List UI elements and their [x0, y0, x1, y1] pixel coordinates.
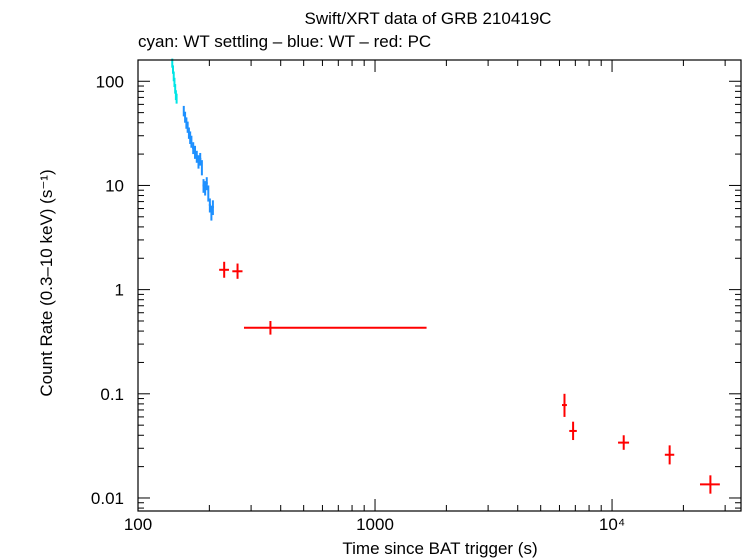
data-point	[200, 160, 203, 176]
data-point	[182, 105, 185, 117]
y-tick-label: 10	[105, 176, 124, 195]
data-marks	[171, 58, 720, 494]
data-point	[194, 145, 197, 159]
data-point	[210, 205, 213, 221]
y-tick-label: 1	[115, 281, 124, 300]
data-point	[190, 135, 193, 148]
series-wt-settling	[171, 58, 178, 104]
series-wt	[182, 105, 214, 221]
series-pc	[219, 261, 720, 494]
data-point	[232, 263, 243, 279]
data-point	[208, 198, 211, 213]
chart-subtitle: cyan: WT settling – blue: WT – red: PC	[138, 32, 431, 51]
axis-ticks: 100 1000 10⁴ 100 10 1 0.1 0.01	[91, 60, 741, 534]
data-point	[211, 200, 214, 216]
data-point	[207, 185, 210, 202]
plot-frame	[137, 59, 742, 512]
data-point	[199, 152, 202, 166]
y-tick-label: 0.01	[91, 489, 124, 508]
x-tick-label: 100	[124, 515, 152, 534]
y-tick-label: 100	[96, 72, 124, 91]
data-point	[205, 177, 208, 191]
data-point	[197, 155, 200, 169]
data-point	[569, 421, 577, 441]
x-tick-label: 10⁴	[599, 515, 625, 534]
data-point	[664, 445, 675, 465]
data-point	[243, 320, 427, 335]
data-point	[219, 261, 229, 278]
y-tick-label: 0.1	[100, 385, 124, 404]
y-axis-label: Count Rate (0.3–10 keV) (s⁻¹)	[37, 169, 56, 396]
data-point	[175, 93, 178, 104]
data-point	[618, 435, 630, 450]
data-point	[562, 393, 567, 417]
x-tick-label: 1000	[356, 515, 394, 534]
data-point	[204, 181, 207, 196]
x-axis-label: Time since BAT trigger (s)	[342, 539, 537, 558]
chart-title: Swift/XRT data of GRB 210419C	[305, 9, 552, 28]
data-point	[699, 475, 720, 494]
